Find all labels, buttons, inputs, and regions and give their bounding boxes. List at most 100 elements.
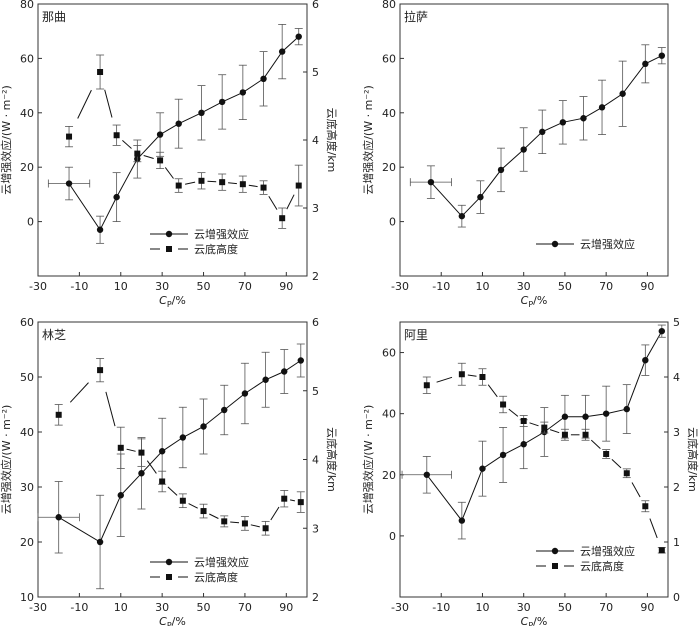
data-point-circle [602,410,610,417]
series-dash [209,513,219,519]
series-dash [77,89,92,119]
x-axis-label-sub: P [167,300,172,309]
y2-tick-label: 2 [312,270,319,283]
legend-circle-marker [165,230,173,238]
legend-square-marker [552,563,558,569]
data-point-square [297,499,304,506]
data-point-circle [218,98,226,106]
panel-title: 那曲 [42,10,66,24]
x-tick-label: 70 [238,601,252,614]
data-point-circle [642,60,649,68]
data-point-circle [582,413,589,420]
legend-label: 云底高度 [194,570,238,584]
data-point-square [623,470,630,477]
series-dash [631,482,641,498]
x-tick-label: -30 [391,280,409,293]
x-tick-label: 10 [114,280,128,293]
data-point-square [138,449,145,456]
y2-axis-label: 云底高度/km [325,427,339,492]
data-point-circle [96,538,104,546]
data-point-circle [623,405,630,413]
data-point-square [97,69,104,75]
series-dash [167,486,178,496]
data-point-square [262,525,269,532]
data-point-square [239,181,246,188]
y2-tick-label: 6 [312,316,319,329]
data-point-circle [539,128,546,136]
data-point-square [658,547,665,554]
x-axis-label-sub: P [528,621,533,626]
data-point-square [520,418,527,424]
data-point-circle [198,109,205,117]
series-line [58,360,302,543]
x-tick-label: 50 [558,280,572,293]
series-dash [590,439,601,449]
y2-tick-label: 5 [312,66,319,79]
series-cloud-enhancement [47,23,303,244]
data-point-square [66,133,73,140]
data-point-circle [113,193,120,201]
plot-frame [399,3,669,277]
data-point-square [582,431,589,438]
data-point-circle [295,33,302,40]
data-point-circle [262,376,269,383]
x-axis-label-main: C [159,615,167,626]
x-axis-label-unit: /% [172,615,186,626]
series-dash [230,521,240,524]
x-axis-label-unit: /% [533,615,547,626]
data-point-circle [619,90,626,97]
series-dash [184,181,196,185]
x-tick-label: 90 [279,601,293,614]
legend-label: 云增强效应 [580,544,635,558]
data-point-circle [499,451,507,459]
x-tick-label: 10 [114,601,128,614]
series-dash [508,408,519,417]
data-point-circle [561,413,569,420]
data-point-square [113,132,120,139]
y-tick-label: 20 [20,161,34,174]
y-tick-label: 80 [382,0,396,11]
y2-tick-label: 1 [673,536,680,549]
data-point-circle [281,368,288,375]
data-point-circle [241,390,249,397]
plot-frame [399,321,669,598]
data-point-circle [297,357,304,364]
x-tick-label: -10 [70,601,88,614]
series-dash [467,374,477,377]
y-tick-label: 40 [20,426,34,439]
series-dash [105,391,116,427]
data-point-square [295,182,302,189]
x-axis-label: CP/% [159,294,186,309]
x-tick-label: 90 [640,280,654,293]
y-axis-label: 云增强效应/(W · m⁻²) [361,85,375,195]
chart-panel: -30 -10 10 30 50 70 90 10 20 30 40 50 60 2 3 4 5 6 林芝 CP/% 云… [0,316,339,626]
x-tick-label: 70 [599,280,613,293]
legend-square-marker [166,246,172,252]
data-point-circle [260,75,267,83]
y2-tick-label: 4 [312,134,319,147]
data-point-circle [479,465,486,472]
y-tick-label: 10 [20,591,34,604]
series-cloud-base-height [65,54,303,229]
data-point-circle [175,120,182,127]
y2-tick-label: 4 [312,454,319,467]
x-tick-label: 90 [279,280,293,293]
y-tick-label: 80 [20,0,34,11]
data-point-square [221,518,228,525]
data-point-square [157,157,164,164]
y2-tick-label: 4 [673,371,680,384]
y-tick-label: 60 [382,52,396,65]
legend-circle-marker [551,547,559,555]
data-point-square [198,177,205,184]
legend-label: 云增强效应 [194,555,249,569]
series-cloud-enhancement [37,343,305,590]
legend-label: 云增强效应 [194,227,249,241]
y2-tick-label: 0 [673,591,680,604]
series-cloud-enhancement [409,44,666,228]
y-tick-label: 20 [382,469,396,482]
y-axis-label: 云增强效应/(W · m⁻²) [0,405,13,515]
data-point-square [219,179,226,186]
y2-tick-label: 2 [312,591,319,604]
x-axis-label-sub: P [528,300,533,309]
